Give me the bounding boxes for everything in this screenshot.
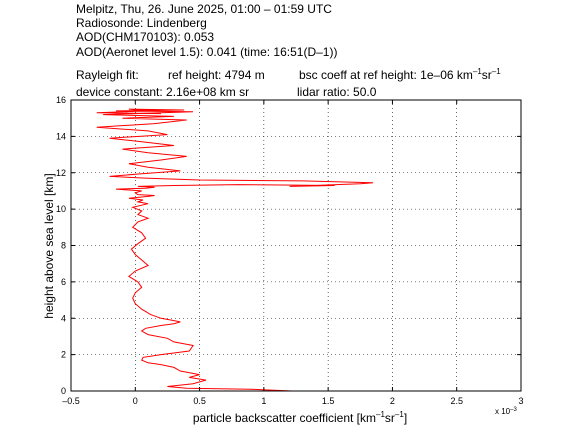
x-tick-label: 1.5: [322, 396, 335, 406]
x-axis-label-sr: sr: [385, 411, 395, 425]
x-axis-label-end: ]: [404, 411, 407, 425]
header-title-line: Melpitz, Thu, 26. June 2025, 01:00 – 01:…: [76, 2, 332, 16]
header-device-constant: device constant: 2.16e+08 km sr: [76, 85, 249, 99]
x-tick-label: 1: [261, 396, 266, 406]
y-tick-label: 8: [61, 241, 66, 251]
x-axis-multiplier-base: x 10: [495, 407, 511, 416]
header-lidar-ratio: lidar ratio: 50.0: [297, 85, 377, 99]
y-tick-label: 6: [61, 277, 66, 287]
x-tick-label: 3: [518, 396, 523, 406]
header-bsc-exp2: –1: [492, 67, 501, 76]
header-bsc-coeff-text: bsc coeff at ref height: 1e–06 km: [299, 68, 473, 82]
header-aod-chm-line: AOD(CHM170103): 0.053: [76, 30, 214, 44]
x-axis-label-main: particle backscatter coefficient [km: [193, 411, 376, 425]
header: Melpitz, Thu, 26. June 2025, 01:00 – 01:…: [76, 2, 501, 99]
x-axis-multiplier-exp: –3: [510, 407, 517, 413]
header-bsc-exp1: –1: [473, 67, 482, 76]
y-tick-label: 12: [56, 168, 66, 178]
header-ref-height: ref height: 4794 m: [168, 68, 265, 82]
header-radiosonde-line: Radiosonde: Lindenberg: [76, 16, 207, 30]
x-tick-label: 0.5: [193, 396, 206, 406]
y-axis-label: height above sea level [km]: [42, 173, 56, 318]
y-tick-label: 2: [61, 350, 66, 360]
x-tick-label: –0.5: [62, 396, 80, 406]
x-tick-label: 2: [390, 396, 395, 406]
y-tick-label: 0: [61, 386, 66, 396]
header-rayleigh-label: Rayleigh fit:: [76, 68, 139, 82]
y-tick-label: 16: [56, 95, 66, 105]
axis-ticks: [70, 99, 522, 392]
backscatter-profile-line: [96, 108, 374, 392]
x-axis-label-exp2: –1: [395, 410, 404, 419]
header-aod-aeronet-line: AOD(Aeronet level 1.5): 0.041 (time: 16:…: [76, 45, 337, 59]
x-axis-label-exp1: –1: [376, 410, 385, 419]
x-axis-multiplier: x 10–3: [495, 407, 517, 416]
x-tick-label: 0: [133, 396, 138, 406]
x-tick-label: 2.5: [450, 396, 463, 406]
x-axis-label: particle backscatter coefficient [km–1sr…: [193, 410, 407, 425]
header-bsc-sr: sr: [482, 68, 492, 82]
y-tick-label: 4: [61, 313, 66, 323]
y-tick-label: 14: [56, 131, 66, 141]
header-bsc-coeff: bsc coeff at ref height: 1e–06 km–1sr–1: [299, 67, 501, 82]
y-tick-label: 10: [56, 204, 66, 214]
